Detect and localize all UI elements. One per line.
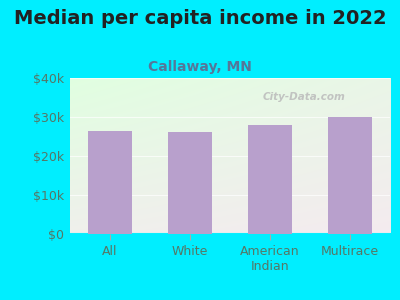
Bar <box>328 117 372 234</box>
Text: City-Data.com: City-Data.com <box>262 92 345 102</box>
Bar <box>168 132 212 234</box>
Bar <box>248 125 292 234</box>
Bar <box>88 130 132 234</box>
Text: Callaway, MN: Callaway, MN <box>148 60 252 74</box>
Text: Median per capita income in 2022: Median per capita income in 2022 <box>14 9 386 28</box>
